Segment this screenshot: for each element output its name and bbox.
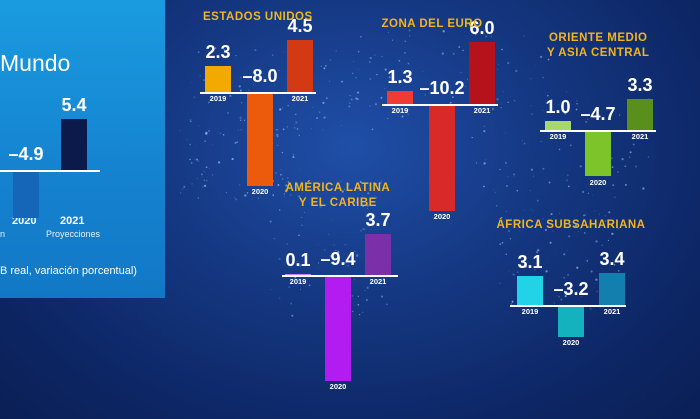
chart-title-oriente-medio-y-asia-central: ORIENTE MEDIO Y ASIA CENTRAL	[547, 32, 650, 59]
value-label-frica-subsahariana-2019: 3.1	[517, 251, 543, 272]
value-label-zona-del-euro-2020: –10.2	[419, 78, 465, 98]
value-label-am-rica-latina-y-el-caribe-2019: 0.1	[285, 249, 311, 270]
world-note: B real, variación porcentual)	[0, 265, 137, 277]
chart-title-estados-unidos: ESTADOS UNIDOS	[203, 11, 313, 23]
bar-oriente-medio-y-asia-central-2021	[627, 98, 653, 130]
year-label-frica-subsahariana-2019: 2019	[521, 307, 539, 316]
value-label-oriente-medio-y-asia-central-2020: –4.7	[580, 104, 616, 124]
world-sublabel-left: n	[0, 229, 6, 239]
axis-line-oriente-medio-y-asia-central	[540, 130, 656, 132]
bar-oriente-medio-y-asia-central-2019	[545, 120, 571, 130]
value-label-am-rica-latina-y-el-caribe-2020: –9.4	[320, 249, 356, 269]
bar-zona-del-euro-2021	[469, 42, 495, 104]
year-label-oriente-medio-y-asia-central-2021: 2021	[631, 132, 649, 141]
year-label-estados-unidos-2019: 2019	[209, 94, 227, 103]
axis-line-estados-unidos	[200, 92, 316, 94]
value-label-oriente-medio-y-asia-central-2019: 1.0	[545, 96, 571, 117]
value-label-estados-unidos-2019: 2.3	[205, 41, 231, 62]
bar-am-rica-latina-y-el-caribe-2019	[285, 273, 311, 276]
value-label-zona-del-euro-2019: 1.3	[387, 66, 413, 87]
chart-title-am-rica-latina-y-el-caribe: AMÉRICA LATINA Y EL CARIBE	[285, 182, 391, 209]
value-label-estados-unidos-2020: –8.0	[242, 66, 278, 86]
chart-title-zona-del-euro: ZONA DEL EURO	[381, 18, 483, 30]
year-label-am-rica-latina-y-el-caribe-2021: 2021	[369, 277, 387, 286]
year-label-frica-subsahariana-2020: 2020	[562, 338, 580, 348]
axis-line-zona-del-euro	[382, 104, 498, 106]
value-label-oriente-medio-y-asia-central-2021: 3.3	[627, 74, 653, 95]
value-label-mundo-2021: 5.4	[61, 94, 87, 115]
year-label-oriente-medio-y-asia-central-2020: 2020	[589, 177, 607, 187]
world-sublabel-projections: Proyecciones	[46, 229, 101, 239]
value-label-frica-subsahariana-2020: –3.2	[553, 279, 589, 299]
bar-estados-unidos-2019	[205, 65, 231, 92]
bar-mundo-2021	[61, 118, 87, 170]
bar-frica-subsahariana-2021	[599, 272, 625, 305]
bar-am-rica-latina-y-el-caribe-2020	[325, 276, 351, 381]
axis-line-mundo	[0, 170, 100, 172]
year-label-zona-del-euro-2019: 2019	[391, 106, 409, 115]
bar-estados-unidos-2020	[247, 93, 273, 186]
year-label-am-rica-latina-y-el-caribe-2019: 2019	[289, 277, 307, 286]
year-label-frica-subsahariana-2021: 2021	[603, 307, 621, 316]
world-year-2021: 2021	[60, 215, 85, 227]
bar-am-rica-latina-y-el-caribe-2021	[365, 233, 391, 275]
bar-mundo-2020	[13, 171, 39, 219]
value-label-frica-subsahariana-2021: 3.4	[599, 248, 625, 269]
year-label-am-rica-latina-y-el-caribe-2020: 2020	[329, 382, 347, 392]
value-label-am-rica-latina-y-el-caribe-2021: 3.7	[365, 209, 391, 230]
axis-line-frica-subsahariana	[510, 305, 626, 307]
bar-zona-del-euro-2019	[387, 90, 413, 104]
value-label-mundo-2020: –4.9	[8, 144, 44, 164]
year-label-estados-unidos-2020: 2020	[251, 187, 269, 196]
year-label-zona-del-euro-2021: 2021	[473, 106, 491, 115]
chart-title-frica-subsahariana: ÁFRICA SUBSAHARIANA	[496, 219, 646, 231]
world-panel: Mundo 2020 2021 n Proyecciones B real, v…	[0, 0, 165, 298]
year-label-oriente-medio-y-asia-central-2019: 2019	[549, 132, 567, 141]
axis-line-am-rica-latina-y-el-caribe	[282, 275, 398, 277]
bar-frica-subsahariana-2019	[517, 275, 543, 305]
bar-zona-del-euro-2020	[429, 105, 455, 211]
bar-estados-unidos-2021	[287, 40, 313, 92]
world-title: Mundo	[0, 50, 71, 76]
bar-oriente-medio-y-asia-central-2020	[585, 131, 611, 177]
value-label-estados-unidos-2021: 4.5	[287, 16, 313, 37]
year-label-estados-unidos-2021: 2021	[291, 94, 309, 103]
value-label-zona-del-euro-2021: 6.0	[469, 18, 495, 39]
year-label-zona-del-euro-2020: 2020	[433, 212, 451, 222]
bar-frica-subsahariana-2020	[558, 306, 584, 337]
